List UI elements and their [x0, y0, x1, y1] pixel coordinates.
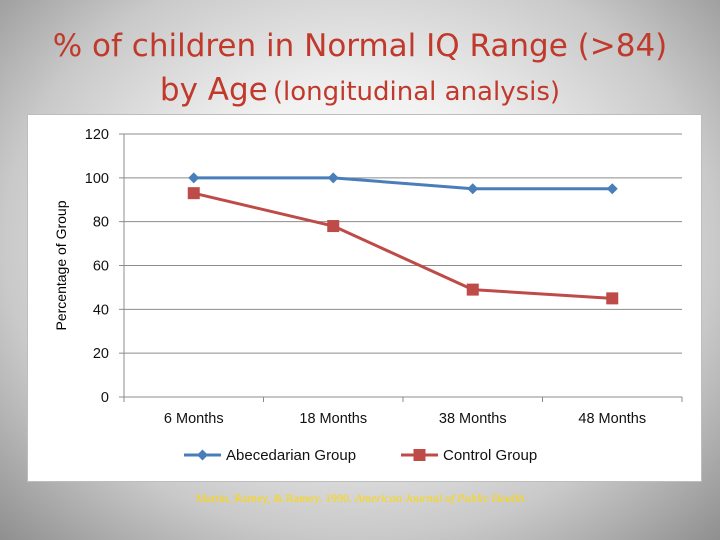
series — [187, 172, 619, 305]
data-point — [188, 172, 200, 184]
axes — [119, 133, 683, 402]
y-tick-label: 80 — [93, 215, 109, 231]
chart-container: 0 20 40 60 80 100 120 6 Months 18 Months 38 Mont… — [27, 114, 702, 482]
legend-item: Control Group — [401, 447, 537, 464]
data-point — [606, 183, 618, 195]
line-chart: 0 20 40 60 80 100 120 6 Months 18 Months 38 Mont… — [53, 127, 683, 464]
x-tick-label: 6 Months — [164, 411, 224, 427]
slide-title: % of children in Normal IQ Range (>84) b… — [0, 24, 720, 117]
citation-journal: American Journal of Public Health — [355, 491, 525, 505]
legend-marker — [197, 449, 208, 461]
data-point — [466, 283, 479, 296]
data-point — [327, 220, 340, 233]
series-diamond — [188, 172, 618, 195]
x-tick-label: 18 Months — [299, 411, 367, 427]
title-line-2-subtitle: (longitudinal analysis) — [272, 77, 561, 107]
y-tick-label: 60 — [93, 259, 109, 275]
data-point — [606, 292, 619, 305]
y-tick-labels: 0 20 40 60 80 100 120 — [85, 127, 109, 406]
y-tick-label: 20 — [93, 346, 109, 362]
series-square — [187, 187, 619, 305]
legend: Abecedarian Group Control Group — [184, 447, 537, 464]
legend-label: Control Group — [443, 447, 537, 464]
legend-label: Abecedarian Group — [226, 447, 356, 464]
y-axis-title: Percentage of Group — [53, 200, 69, 330]
legend-marker — [413, 449, 426, 461]
data-point — [467, 183, 479, 195]
y-tick-label: 100 — [85, 171, 109, 187]
series-line — [193, 176, 613, 191]
title-line-2-main: by Age — [159, 72, 268, 108]
data-point — [327, 172, 339, 184]
citation: Martin, Ramey, & Ramey. 1990. American J… — [0, 491, 720, 506]
x-tick-label: 48 Months — [578, 411, 646, 427]
y-tick-label: 0 — [101, 390, 109, 406]
series-line — [193, 191, 613, 300]
citation-authors: Martin, Ramey, & Ramey. 1990. — [195, 491, 353, 505]
legend-item: Abecedarian Group — [184, 447, 356, 464]
data-point — [187, 187, 200, 200]
gridlines — [124, 133, 682, 354]
x-tick-labels: 6 Months 18 Months 38 Months 48 Months — [164, 411, 646, 427]
y-tick-label: 120 — [85, 127, 109, 143]
title-line-1: % of children in Normal IQ Range (>84) — [52, 28, 668, 64]
x-tick-label: 38 Months — [439, 411, 507, 427]
title-line-2: by Age (longitudinal analysis) — [160, 72, 560, 108]
y-tick-label: 40 — [93, 302, 109, 318]
